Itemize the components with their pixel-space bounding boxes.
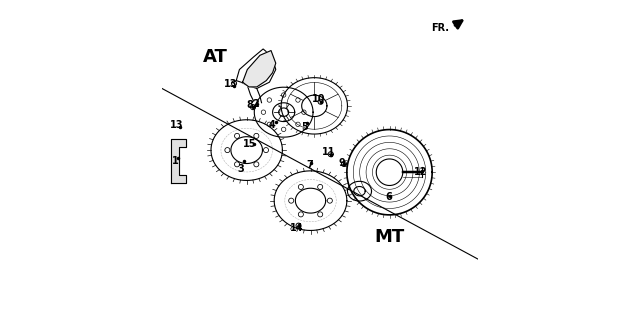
Text: 7: 7 xyxy=(307,160,313,170)
Text: 10: 10 xyxy=(312,94,325,104)
Text: 1: 1 xyxy=(172,156,179,166)
Circle shape xyxy=(342,161,346,167)
Text: 13: 13 xyxy=(170,120,184,130)
Text: 11: 11 xyxy=(322,147,335,157)
Text: 8: 8 xyxy=(246,100,253,110)
Circle shape xyxy=(296,223,301,228)
Text: 12: 12 xyxy=(413,167,428,177)
Circle shape xyxy=(232,81,237,86)
Text: 15: 15 xyxy=(243,139,257,149)
Text: 13: 13 xyxy=(224,79,237,89)
Circle shape xyxy=(250,105,255,110)
Text: 5: 5 xyxy=(301,122,308,132)
Circle shape xyxy=(328,152,333,157)
Text: FR.: FR. xyxy=(431,23,449,33)
Text: 14: 14 xyxy=(289,223,303,233)
Text: 6: 6 xyxy=(385,192,392,203)
Text: 4: 4 xyxy=(269,120,275,130)
Text: 3: 3 xyxy=(237,164,244,174)
Text: 2: 2 xyxy=(252,99,259,109)
Text: MT: MT xyxy=(374,228,404,246)
Polygon shape xyxy=(243,51,276,87)
Circle shape xyxy=(318,99,323,104)
Text: AT: AT xyxy=(204,48,228,66)
Polygon shape xyxy=(171,139,186,183)
Text: 9: 9 xyxy=(338,158,345,168)
